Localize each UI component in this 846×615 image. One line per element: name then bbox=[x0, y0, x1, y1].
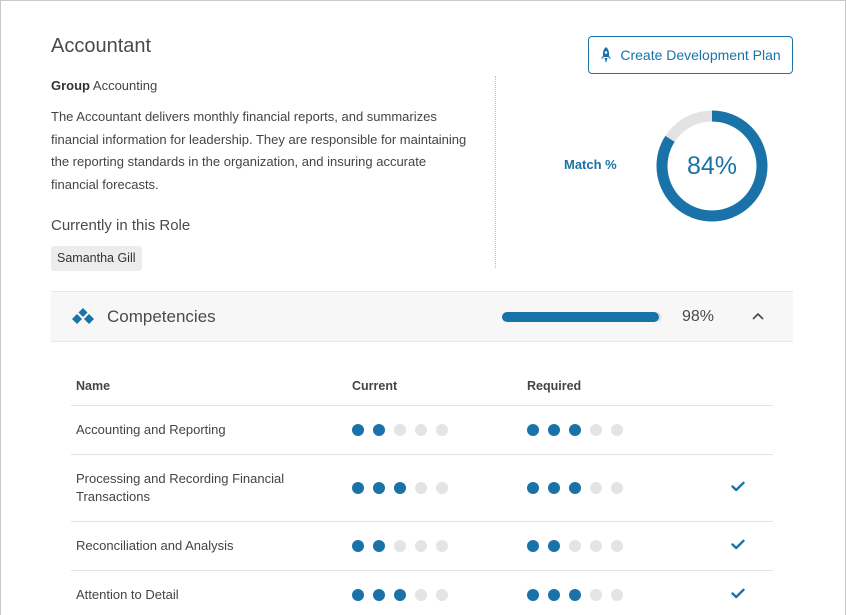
level-dot-empty bbox=[569, 539, 581, 552]
level-dot-empty bbox=[436, 481, 448, 494]
level-dot-filled bbox=[569, 588, 581, 601]
donut-arc bbox=[656, 110, 768, 222]
level-dot-empty bbox=[415, 423, 427, 436]
competency-name: Attention to Detail bbox=[76, 587, 179, 602]
level-dot-empty bbox=[611, 539, 623, 552]
column-header-current: Current bbox=[352, 367, 527, 406]
level-dot-empty bbox=[611, 481, 623, 494]
table-header-row: Name Current Required bbox=[71, 367, 773, 406]
required-level-dots bbox=[527, 481, 703, 494]
group-label: Group bbox=[51, 78, 90, 93]
match-label: Match % bbox=[564, 157, 617, 172]
level-dot-filled bbox=[394, 481, 406, 494]
level-dot-filled bbox=[569, 423, 581, 436]
level-dot-filled bbox=[352, 588, 364, 601]
level-dot-empty bbox=[415, 539, 427, 552]
current-level-dots bbox=[352, 481, 527, 494]
column-header-name: Name bbox=[71, 367, 352, 406]
level-dot-filled bbox=[527, 423, 539, 436]
level-dot-filled bbox=[527, 588, 539, 601]
level-dot-filled bbox=[548, 588, 560, 601]
match-percent: 84% bbox=[686, 151, 738, 180]
competencies-progress-bar bbox=[502, 312, 662, 322]
competencies-header[interactable]: Competencies 98% bbox=[51, 291, 793, 342]
level-dot-empty bbox=[590, 588, 602, 601]
chevron-up-icon[interactable] bbox=[751, 309, 765, 323]
rocket-icon bbox=[601, 46, 612, 63]
competencies-title: Competencies bbox=[107, 307, 216, 326]
status-cell bbox=[703, 570, 773, 615]
role-title: Accountant bbox=[51, 35, 152, 57]
level-dot-filled bbox=[527, 481, 539, 494]
role-group: Group Accounting bbox=[51, 78, 157, 93]
level-dot-empty bbox=[611, 423, 623, 436]
required-level-dots bbox=[527, 588, 703, 601]
table-row[interactable]: Reconciliation and Analysis bbox=[71, 521, 773, 571]
table-row[interactable]: Processing and Recording Financial Trans… bbox=[71, 454, 773, 522]
column-header-status bbox=[703, 367, 773, 406]
level-dot-empty bbox=[415, 481, 427, 494]
required-level-dots bbox=[527, 423, 703, 436]
level-dot-filled bbox=[527, 539, 539, 552]
current-level-dots bbox=[352, 423, 527, 436]
competency-name: Reconciliation and Analysis bbox=[76, 538, 234, 553]
vertical-divider bbox=[495, 76, 496, 268]
diamonds-icon bbox=[72, 308, 94, 324]
role-description: The Accountant delivers monthly financia… bbox=[51, 109, 467, 192]
level-dot-empty bbox=[590, 539, 602, 552]
competency-name: Processing and Recording Financial Trans… bbox=[76, 470, 285, 504]
required-level-dots bbox=[527, 539, 703, 552]
current-level-dots bbox=[352, 588, 527, 601]
group-value: Accounting bbox=[92, 78, 158, 93]
level-dot-filled bbox=[373, 588, 385, 601]
level-dot-filled bbox=[548, 481, 560, 494]
role-holder-chip[interactable]: Samantha Gill bbox=[51, 246, 142, 271]
checkmark-icon bbox=[731, 588, 745, 599]
level-dot-empty bbox=[590, 481, 602, 494]
level-dot-empty bbox=[436, 423, 448, 436]
level-dot-filled bbox=[352, 539, 364, 552]
checkmark-icon bbox=[731, 539, 745, 550]
level-dot-filled bbox=[394, 588, 406, 601]
status-cell bbox=[703, 521, 773, 571]
level-dot-empty bbox=[436, 588, 448, 601]
competency-name: Accounting and Reporting bbox=[76, 422, 226, 437]
create-development-plan-button[interactable]: Create Development Plan bbox=[588, 36, 793, 74]
current-level-dots bbox=[352, 539, 527, 552]
level-dot-filled bbox=[352, 423, 364, 436]
competencies-progress-fill bbox=[502, 312, 659, 322]
level-dot-empty bbox=[394, 539, 406, 552]
level-dot-empty bbox=[394, 423, 406, 436]
competencies-table: Name Current Required Accounting and Rep… bbox=[71, 367, 773, 615]
level-dot-filled bbox=[373, 539, 385, 552]
level-dot-empty bbox=[436, 539, 448, 552]
level-dot-filled bbox=[548, 539, 560, 552]
level-dot-empty bbox=[611, 588, 623, 601]
level-dot-filled bbox=[373, 423, 385, 436]
level-dot-empty bbox=[590, 423, 602, 436]
level-dot-filled bbox=[352, 481, 364, 494]
level-dot-filled bbox=[373, 481, 385, 494]
level-dot-filled bbox=[569, 481, 581, 494]
checkmark-icon bbox=[731, 481, 745, 491]
table-row[interactable]: Attention to Detail bbox=[71, 570, 773, 615]
level-dot-empty bbox=[415, 588, 427, 601]
level-dot-filled bbox=[548, 423, 560, 436]
match-donut-chart bbox=[656, 110, 768, 222]
column-header-required: Required bbox=[527, 367, 703, 406]
status-cell bbox=[703, 454, 773, 522]
status-cell bbox=[703, 405, 773, 455]
table-row[interactable]: Accounting and Reporting bbox=[71, 405, 773, 455]
current-holders-title: Currently in this Role bbox=[51, 217, 191, 234]
create-plan-label: Create Development Plan bbox=[620, 47, 781, 63]
competencies-percent: 98% bbox=[682, 308, 715, 325]
